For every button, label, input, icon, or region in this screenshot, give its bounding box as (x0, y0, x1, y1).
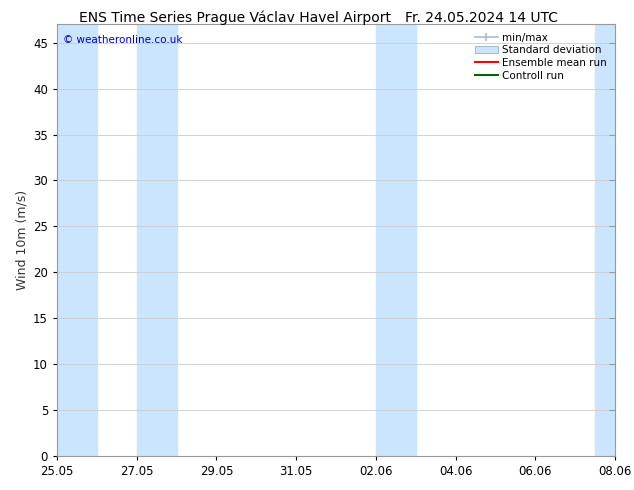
Text: Fr. 24.05.2024 14 UTC: Fr. 24.05.2024 14 UTC (405, 11, 559, 25)
Legend: min/max, Standard deviation, Ensemble mean run, Controll run: min/max, Standard deviation, Ensemble me… (472, 30, 610, 84)
Y-axis label: Wind 10m (m/s): Wind 10m (m/s) (16, 190, 29, 290)
Text: ENS Time Series Prague Václav Havel Airport: ENS Time Series Prague Václav Havel Airp… (79, 11, 391, 25)
Bar (376, 24, 416, 456)
Bar (595, 24, 615, 456)
Bar (57, 24, 97, 456)
Bar (137, 24, 177, 456)
Text: © weatheronline.co.uk: © weatheronline.co.uk (63, 35, 182, 45)
